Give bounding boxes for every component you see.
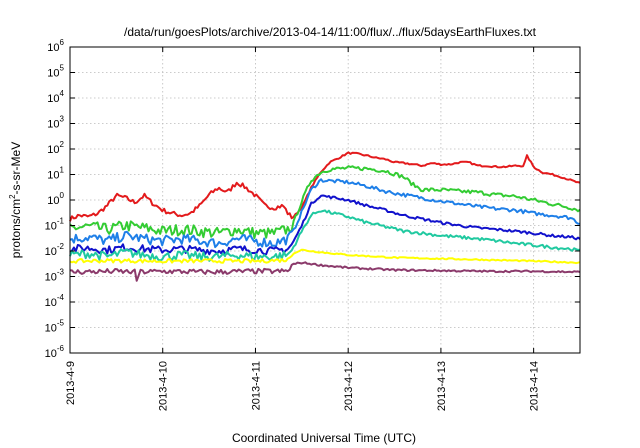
series-line-1 [69, 151, 581, 222]
x-tick-label: 2013-4-11 [250, 361, 262, 410]
series-line-5 [69, 209, 581, 262]
y-tick-label: 10-5 [45, 319, 65, 335]
series-line-2 [69, 165, 581, 240]
y-tick-label: 106 [47, 38, 64, 54]
y-tick-label: 101 [47, 166, 64, 182]
series-line-7 [70, 261, 581, 282]
y-tick-label: 104 [47, 89, 64, 105]
series-line-4 [69, 194, 581, 256]
y-axis-label-suffix: -s-sr-MeV [9, 142, 23, 195]
x-tick-label: 2013-4-9 [65, 361, 77, 405]
y-axis: 10-6 10-5 10-4 10-3 10-2 10-1 100 101 102 103 104 1… [45, 38, 580, 360]
y-tick-label: 10-6 [45, 344, 65, 360]
series-line-6 [69, 248, 581, 265]
y-tick-label: 105 [47, 64, 64, 80]
y-axis-label-sup: 2 [8, 194, 17, 199]
y-tick-label: 10-3 [45, 268, 65, 284]
series-line-3 [69, 178, 581, 249]
y-tick-label: 10-1 [45, 217, 65, 233]
x-axis: 2013-4-9 2013-4-10 2013-4-11 2013-4-12 2013-… [65, 47, 541, 411]
x-tick-label: 2013-4-12 [343, 361, 355, 411]
y-tick-label: 10-4 [45, 293, 65, 309]
y-axis-label-prefix: protons/cm [9, 199, 23, 258]
chart-title: /data/run/goesPlots/archive/2013-04-14/1… [124, 25, 537, 39]
series-layer [69, 151, 581, 282]
y-axis-label: protons/cm2-s-sr-MeV [8, 142, 23, 258]
grid [69, 46, 580, 354]
x-tick-label: 2013-4-14 [529, 361, 541, 411]
y-tick-label: 100 [47, 191, 64, 207]
x-axis-label: Coordinated Universal Time (UTC) [232, 431, 416, 445]
x-tick-label: 2013-4-10 [158, 361, 170, 411]
y-tick-label: 102 [47, 140, 64, 156]
x-tick-label: 2013-4-13 [436, 361, 448, 411]
y-tick-label: 10-2 [45, 242, 65, 258]
y-tick-label: 103 [47, 115, 64, 131]
